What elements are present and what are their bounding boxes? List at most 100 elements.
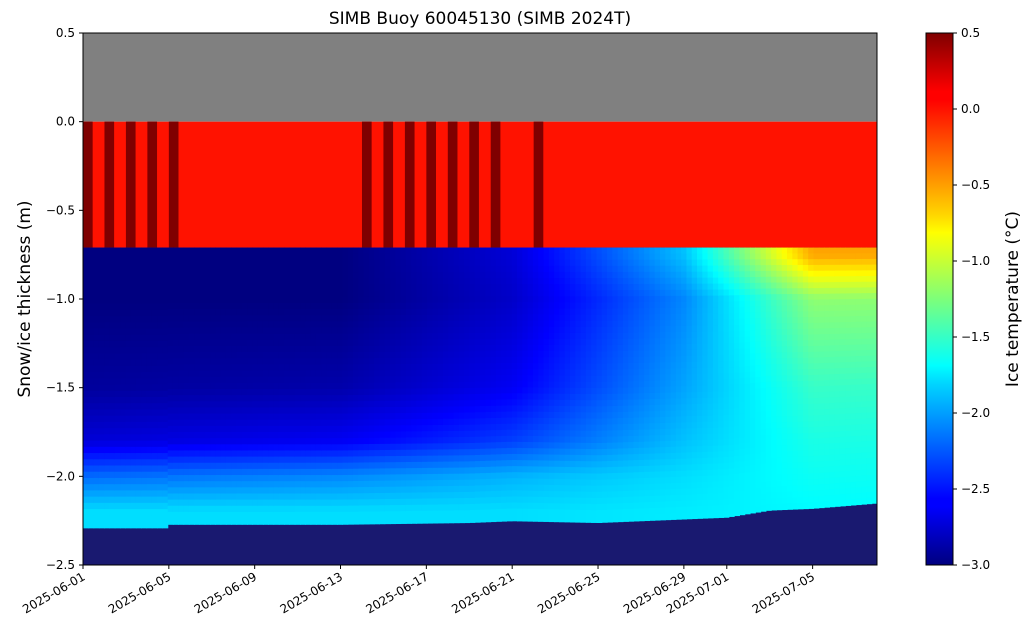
heatmap-cell <box>580 400 587 407</box>
heatmap-cell <box>527 314 534 322</box>
heatmap-cell <box>262 364 269 372</box>
heatmap-cell <box>215 388 222 396</box>
heatmap-cell <box>326 487 333 495</box>
heatmap-cell <box>347 474 354 482</box>
heatmap-cell <box>83 384 89 392</box>
heatmap-cell <box>109 403 116 411</box>
heatmap-cell <box>548 442 555 450</box>
heatmap-cell <box>501 277 508 285</box>
heatmap-cell <box>130 434 137 442</box>
heatmap-cell <box>125 303 132 311</box>
heatmap-cell <box>437 516 444 524</box>
heatmap-cell <box>527 253 534 261</box>
heatmap-cell <box>88 353 95 361</box>
heatmap-cell <box>125 260 132 267</box>
heatmap-cell <box>596 516 603 523</box>
heatmap-cell <box>141 284 148 292</box>
heatmap-cell <box>363 296 370 304</box>
heatmap-cell <box>284 376 291 384</box>
heatmap-cell <box>300 487 306 495</box>
heatmap-cell <box>210 284 216 292</box>
heatmap-cell <box>585 400 592 407</box>
heatmap-cell <box>395 265 402 273</box>
heatmap-cell <box>395 272 402 279</box>
heatmap-cell <box>448 272 455 279</box>
heatmap-cell <box>464 272 471 279</box>
heatmap-cell <box>432 406 439 414</box>
heatmap-cell <box>204 505 211 513</box>
heatmap-cell <box>575 418 582 426</box>
heatmap-cell <box>172 370 179 378</box>
heatmap-cell <box>183 259 190 267</box>
heatmap-cell <box>194 327 201 335</box>
heatmap-cell <box>114 484 121 492</box>
heatmap-cell <box>622 460 629 468</box>
heatmap-cell <box>527 277 534 285</box>
heatmap-cell <box>432 278 439 285</box>
heatmap-cell <box>411 425 418 432</box>
heatmap-cell <box>564 375 571 383</box>
heatmap-cell <box>617 387 624 395</box>
heatmap-cell <box>183 401 190 409</box>
heatmap-cell <box>575 369 582 377</box>
heatmap-cell <box>612 442 619 450</box>
heatmap-cell <box>580 296 587 304</box>
heatmap-cell <box>543 320 550 328</box>
heatmap-cell <box>617 497 624 504</box>
heatmap-cell <box>511 399 518 406</box>
heatmap-cell <box>543 375 550 383</box>
heatmap-cell <box>104 303 111 311</box>
heatmap-cell <box>236 327 243 335</box>
heatmap-cell <box>633 326 640 334</box>
heatmap-cell <box>162 284 169 292</box>
heatmap-cell <box>225 505 232 513</box>
heatmap-cell <box>257 468 264 476</box>
heatmap-cell <box>633 296 640 303</box>
heatmap-cell <box>93 465 100 473</box>
heatmap-cell <box>654 289 661 297</box>
heatmap-cell <box>395 382 402 390</box>
heatmap-cell <box>601 412 608 420</box>
heatmap-cell <box>411 339 418 347</box>
heatmap-cell <box>607 418 613 425</box>
heatmap-cell <box>517 399 523 407</box>
heatmap-cell <box>321 253 328 261</box>
heatmap-cell <box>130 471 137 479</box>
heatmap-cell <box>278 432 285 439</box>
heatmap-cell <box>352 505 359 513</box>
heatmap-cell <box>247 247 253 255</box>
heatmap-cell <box>617 357 624 364</box>
heatmap-cell <box>83 490 89 498</box>
heatmap-cell <box>321 450 328 458</box>
heatmap-cell <box>342 438 349 445</box>
heatmap-cell <box>88 397 95 404</box>
heatmap-cell <box>559 284 566 291</box>
heatmap-cell <box>395 327 402 334</box>
heatmap-cell <box>649 417 656 424</box>
heatmap-cell <box>585 357 592 365</box>
heatmap-cell <box>490 338 497 346</box>
heatmap-cell <box>622 253 629 261</box>
heatmap-cell <box>130 509 137 516</box>
heatmap-cell <box>368 511 375 519</box>
heatmap-cell <box>294 407 301 415</box>
heatmap-cell <box>617 278 624 285</box>
heatmap-cell <box>220 505 227 513</box>
heatmap-cell <box>98 421 105 429</box>
heatmap-cell <box>665 350 672 357</box>
heatmap-cell <box>257 481 264 488</box>
heatmap-cell <box>93 340 100 348</box>
heatmap-cell <box>548 314 555 322</box>
heatmap-cell <box>220 395 227 402</box>
heatmap-cell <box>480 497 486 505</box>
heatmap-cell <box>236 499 243 507</box>
heatmap-cell <box>421 253 428 261</box>
heatmap-cell <box>569 485 576 493</box>
heatmap-cell <box>305 444 312 452</box>
heatmap-cell <box>374 517 381 525</box>
heatmap-cell <box>178 321 185 329</box>
heatmap-cell <box>199 284 206 292</box>
heatmap-cell <box>315 438 322 445</box>
heatmap-cell <box>564 442 571 450</box>
heatmap-cell <box>569 515 576 523</box>
